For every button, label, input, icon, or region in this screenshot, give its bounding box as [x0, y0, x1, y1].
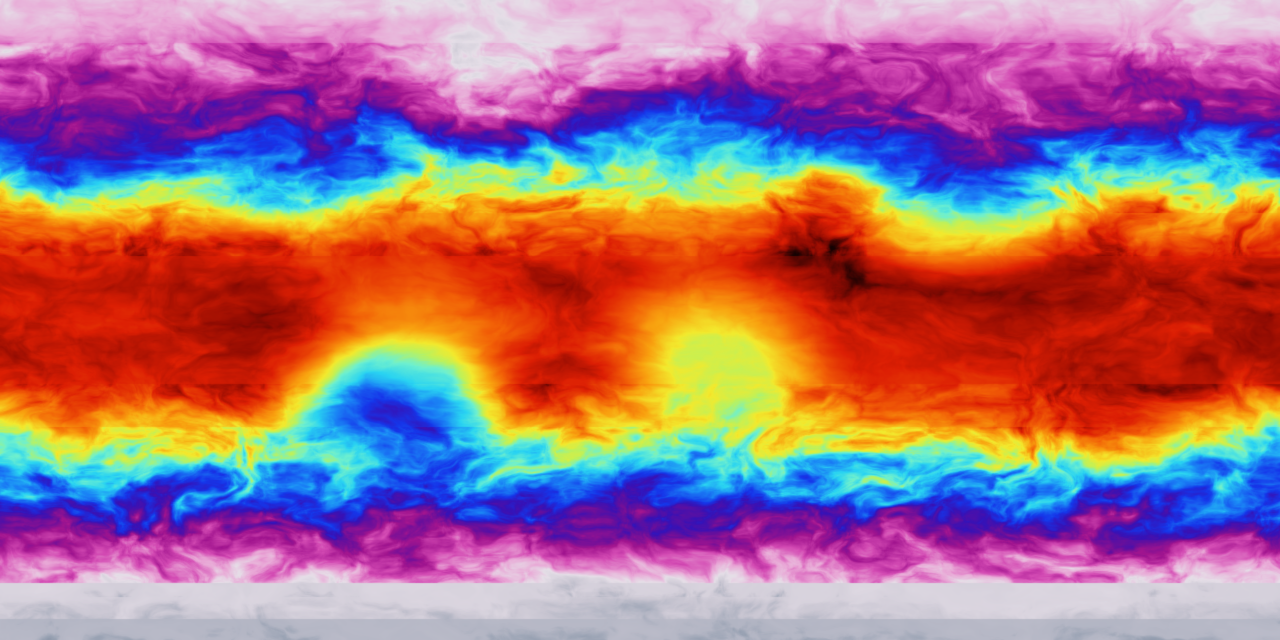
temperature-map-viewer — [0, 0, 1280, 640]
global-temperature-heatmap — [0, 0, 1280, 640]
